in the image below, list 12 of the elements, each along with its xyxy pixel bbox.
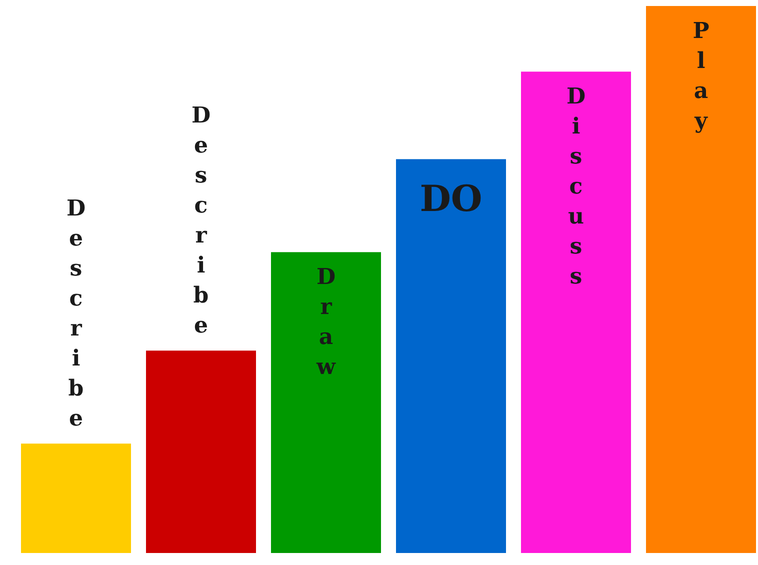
x-tick-label: Play: [692, 18, 710, 134]
x-tick-label: DO: [420, 178, 482, 220]
bar: [396, 159, 506, 553]
x-tick-label: Discuss: [566, 84, 586, 290]
bar: [646, 6, 756, 553]
bar: [21, 444, 131, 553]
x-tick-label: Draw: [316, 264, 337, 380]
x-tick-label: Describe: [191, 102, 211, 339]
bar: [146, 350, 256, 553]
x-tick-label: Describe: [66, 196, 86, 432]
bar: [271, 252, 381, 553]
bar: [521, 72, 631, 553]
